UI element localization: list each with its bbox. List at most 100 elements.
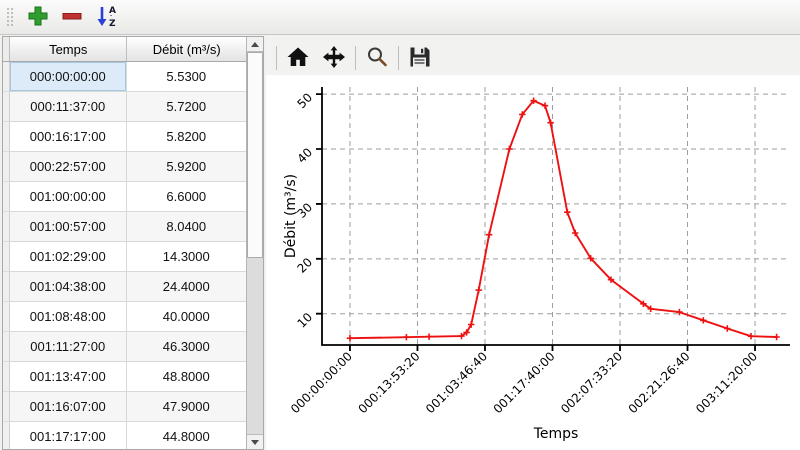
row-header[interactable] (3, 242, 10, 272)
cell-temps[interactable]: 001:00:57:00 (10, 212, 127, 242)
cell-debit[interactable]: 40.0000 (126, 302, 246, 332)
toolbar-separator (398, 46, 399, 70)
row-header[interactable] (3, 92, 10, 122)
row-header[interactable] (3, 392, 10, 422)
chart-toolbar (276, 44, 435, 72)
save-button[interactable] (405, 44, 435, 72)
cell-temps[interactable]: 001:08:48:00 (10, 302, 127, 332)
grid-lines (322, 87, 790, 345)
cell-debit[interactable]: 14.3000 (126, 242, 246, 272)
table-row: 001:04:38:00 24.4000 (3, 272, 246, 302)
save-icon (408, 45, 432, 72)
table-row: 001:00:57:00 8.0400 (3, 212, 246, 242)
y-axis-label: Débit (m³/s) (283, 173, 299, 259)
row-header[interactable] (3, 122, 10, 152)
remove-row-button[interactable] (56, 2, 88, 32)
table-header: Temps Débit (m³/s) (3, 37, 246, 62)
add-row-button[interactable] (22, 2, 54, 32)
cell-temps[interactable]: 000:11:37:00 (10, 92, 127, 122)
scroll-down-button[interactable] (247, 434, 263, 449)
x-tick-label: 002:21:26:40 (626, 349, 693, 416)
tick-marks (316, 93, 756, 351)
cell-temps[interactable]: 001:16:07:00 (10, 392, 127, 422)
cell-temps[interactable]: 001:00:00:00 (10, 182, 127, 212)
cell-debit[interactable]: 48.8000 (126, 362, 246, 392)
table-row: 001:02:29:00 14.3000 (3, 242, 246, 272)
cell-debit[interactable]: 8.0400 (126, 212, 246, 242)
toolbar-separator (276, 46, 277, 70)
cell-temps[interactable]: 001:04:38:00 (10, 272, 127, 302)
table-row: 001:08:48:00 40.0000 (3, 302, 246, 332)
minus-icon (61, 5, 83, 30)
row-header[interactable] (3, 182, 10, 212)
cell-temps[interactable]: 000:16:17:00 (10, 122, 127, 152)
svg-text:Z: Z (109, 19, 116, 28)
cell-debit[interactable]: 46.3000 (126, 332, 246, 362)
row-header[interactable] (3, 212, 10, 242)
cell-temps[interactable]: 000:22:57:00 (10, 152, 127, 182)
cell-debit[interactable]: 5.9200 (126, 152, 246, 182)
chart-canvas[interactable] (266, 75, 800, 450)
table-row: 000:16:17:00 5.8200 (3, 122, 246, 152)
table-row: 001:11:27:00 46.3000 (3, 332, 246, 362)
table-rows: 000:00:00:00 5.5300 000:11:37:00 5.7200 000:… (3, 62, 246, 449)
row-header[interactable] (3, 62, 10, 92)
cell-debit[interactable]: 5.7200 (126, 92, 246, 122)
x-axis-label: Temps (533, 426, 579, 442)
cell-debit[interactable]: 44.8000 (127, 422, 246, 449)
home-button[interactable] (283, 44, 313, 72)
table-corner (3, 37, 10, 61)
magnifier-icon (365, 45, 389, 72)
home-icon (286, 45, 310, 72)
toolbar-grip-handle[interactable] (6, 7, 14, 27)
x-tick-label: 003:11:20:00 (693, 349, 760, 416)
row-header[interactable] (3, 272, 10, 302)
toolbar-separator (355, 46, 356, 70)
data-table: Temps Débit (m³/s) 000:00:00:00 5.5300 000… (2, 36, 264, 450)
zoom-button[interactable] (362, 44, 392, 72)
scrollbar-thumb[interactable] (247, 52, 263, 258)
svg-text:A: A (109, 6, 116, 16)
cell-debit[interactable]: 24.4000 (126, 272, 246, 302)
cell-temps[interactable]: 001:17:17:00 (10, 422, 127, 449)
sort-button[interactable]: A Z (90, 2, 122, 32)
pan-button[interactable] (319, 44, 349, 72)
cell-debit[interactable]: 5.5300 (126, 62, 246, 92)
column-header-debit[interactable]: Débit (m³/s) (152, 41, 221, 57)
row-header[interactable] (3, 332, 10, 362)
data-point-markers (346, 97, 780, 342)
table-row: 001:17:17:00 44.8000 (3, 422, 246, 449)
move-icon (322, 45, 346, 72)
x-tick-label: 001:03:46:40 (423, 349, 490, 416)
y-tick-label: 50 (294, 90, 315, 111)
cell-debit[interactable]: 47.9000 (126, 392, 246, 422)
cell-temps[interactable]: 001:11:27:00 (10, 332, 127, 362)
y-tick-label: 10 (294, 310, 315, 331)
table-row: 000:22:57:00 5.9200 (3, 152, 246, 182)
sort-az-icon: A Z (94, 4, 118, 31)
cell-temps[interactable]: 000:00:00:00 (10, 62, 127, 92)
cell-debit[interactable]: 5.8200 (126, 122, 246, 152)
table-main: Temps Débit (m³/s) 000:00:00:00 5.5300 000… (3, 37, 246, 449)
scroll-up-button[interactable] (247, 37, 263, 52)
line-chart[interactable]: 000:00:00:00 000:13:53:20 001:03:46:40 001:… (270, 75, 800, 450)
row-header[interactable] (3, 302, 10, 332)
x-tick-label: 002:07:33:20 (558, 349, 625, 416)
cell-debit[interactable]: 6.6000 (126, 182, 246, 212)
axis-spines (321, 87, 790, 346)
debit-line-series (349, 99, 777, 340)
row-header[interactable] (3, 152, 10, 182)
x-tick-label: 001:17:40:00 (491, 349, 558, 416)
table-row: 001:00:00:00 6.6000 (3, 182, 246, 212)
row-header[interactable] (3, 362, 10, 392)
row-header[interactable] (3, 422, 10, 449)
table-scrollbar[interactable] (246, 37, 263, 449)
arrow-down-icon (251, 439, 259, 445)
cell-temps[interactable]: 001:13:47:00 (10, 362, 127, 392)
x-tick-label: 000:00:00:00 (288, 349, 355, 416)
table-row: 000:11:37:00 5.7200 (3, 92, 246, 122)
plus-icon (27, 5, 49, 30)
column-header-temps[interactable]: Temps (10, 37, 128, 61)
app-toolbar: A Z (0, 0, 800, 35)
cell-temps[interactable]: 001:02:29:00 (10, 242, 127, 272)
